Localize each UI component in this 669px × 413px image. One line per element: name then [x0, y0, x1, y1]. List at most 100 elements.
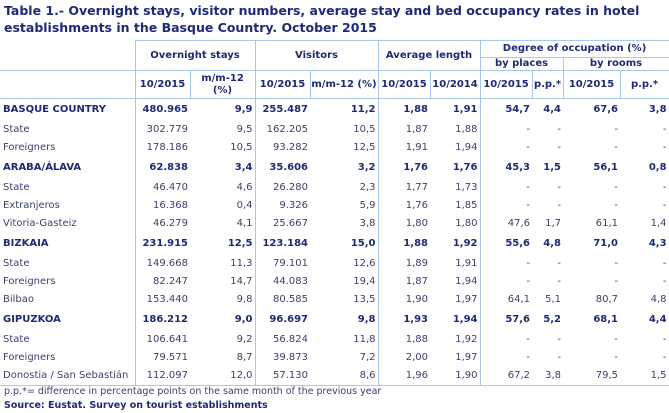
cell-value: -: [614, 182, 619, 193]
cell-value: 4,4: [543, 104, 562, 115]
cell-value: 80.585: [254, 291, 310, 309]
cell-value: 56.824: [254, 331, 310, 349]
column-header: m/m-12 (%): [189, 70, 256, 99]
cell-value: 9,9: [234, 104, 253, 115]
table-title: Table 1.- Overnight stays, visitor numbe…: [4, 3, 640, 35]
column-header: 10/2015: [562, 70, 621, 99]
cell-value: -: [620, 255, 669, 273]
cell-value: 5,1: [545, 294, 562, 305]
column-header: 10/2015: [479, 70, 533, 99]
table-row: GIPUZKOA 186.212 9,0 96.697 9,8 1,93 1,94 57,6 5…: [0, 309, 669, 331]
table-row: Bilbao 153.440 9,8 80.585 13,5 1,90 1,97 64,1 5,…: [0, 291, 669, 309]
cell-value: 1,76: [377, 197, 430, 215]
cell-value: 14,7: [230, 276, 253, 287]
cell-value: 54,7: [479, 98, 533, 121]
cell-value: 46.279: [134, 215, 190, 233]
cell-value: -: [614, 334, 619, 345]
cell-value: 162.205: [254, 121, 310, 139]
cell-value: 0,4: [236, 200, 253, 211]
cell-value: -: [620, 121, 669, 139]
header-visitors: Visitors: [254, 40, 379, 71]
cell-value: 4,1: [236, 218, 253, 229]
column-header: 10/2014: [429, 70, 481, 99]
cell-value: 1,87: [377, 273, 430, 291]
cell-value: 80,7: [595, 294, 619, 305]
cell-value: 106.641: [134, 331, 190, 349]
cell-value: 1,80: [455, 218, 478, 229]
cell-value: -: [479, 197, 533, 215]
cell-value: -: [614, 124, 619, 135]
cell-value: 12,5: [353, 142, 376, 153]
header-by-rooms: by rooms: [562, 57, 669, 71]
cell-value: 67,6: [593, 104, 619, 115]
cell-value: 1,91: [377, 139, 430, 157]
cell-value: 57.130: [254, 367, 310, 386]
cell-value: -: [557, 124, 562, 135]
cell-value: -: [479, 255, 533, 273]
cell-value: 45,3: [479, 157, 533, 179]
header-by-places: by places: [479, 57, 564, 71]
cell-value: 8,6: [310, 367, 378, 386]
cell-value: 1,88: [377, 233, 430, 255]
column-header: 10/2015: [254, 70, 311, 99]
table-row: BIZKAIA 231.915 12,5 123.184 15,0 1,88 1,92 55,…: [0, 233, 669, 255]
cell-value: -: [620, 349, 669, 367]
cell-value: 2,00: [377, 349, 430, 367]
cell-value: -: [557, 276, 562, 287]
table-row: Foreigners 82.247 14,7 44.083 19,4 1,87 1,94- -…: [0, 273, 669, 291]
source-note: Source: Eustat. Survey on tourist establ…: [4, 400, 268, 411]
cell-value: 10,5: [353, 124, 376, 135]
cell-value: 16.368: [134, 197, 190, 215]
cell-value: -: [479, 331, 533, 349]
cell-value: 55,6: [479, 233, 533, 255]
column-header: 10/2015: [377, 70, 431, 99]
cell-value: 9,0: [234, 314, 253, 325]
cell-value: 8,7: [236, 352, 253, 363]
cell-value: 19,4: [353, 276, 376, 287]
cell-value: 12,0: [190, 367, 255, 386]
cell-value: -: [479, 121, 533, 139]
table-row: Donostia / San Sebastián 112.097 12,0 57.13…: [0, 367, 669, 386]
cell-value: 4,8: [543, 238, 562, 249]
cell-value: 13,5: [353, 294, 376, 305]
footnote: p.p.*= difference in percentage points o…: [4, 386, 382, 397]
row-label: Foreigners: [3, 276, 56, 287]
cell-value: 1,7: [545, 218, 562, 229]
cell-value: 1,90: [430, 367, 481, 386]
cell-value: 12,6: [353, 258, 376, 269]
row-label: State: [3, 334, 30, 345]
cell-value: 1,93: [377, 309, 430, 331]
row-label: GIPUZKOA: [3, 314, 61, 325]
cell-value: 4,4: [620, 309, 669, 331]
cell-value: -: [479, 179, 533, 197]
cell-value: -: [614, 276, 619, 287]
cell-value: 153.440: [134, 291, 190, 309]
cell-value: -: [479, 139, 533, 157]
cell-value: 3,4: [234, 162, 253, 173]
cell-value: 11,2: [350, 104, 376, 115]
table-row: State 46.470 4,6 26.280 2,3 1,77 1,73- - - -: [0, 179, 669, 197]
cell-value: 480.965: [134, 98, 190, 121]
cell-value: 10,5: [230, 142, 253, 153]
cell-value: 68,1: [593, 314, 619, 325]
cell-value: 1,88: [377, 98, 430, 121]
cell-value: 1,94: [455, 142, 478, 153]
cell-value: 96.697: [254, 309, 310, 331]
row-label: Foreigners: [3, 352, 56, 363]
cell-value: 1,87: [377, 121, 430, 139]
cell-value: 26.280: [254, 179, 310, 197]
cell-value: 11,8: [353, 334, 376, 345]
cell-value: -: [557, 258, 562, 269]
cell-value: 1,88: [377, 331, 430, 349]
table-row: Foreigners 178.186 10,5 93.282 12,5 1,91 1,94-…: [0, 139, 669, 157]
cell-value: 35.606: [254, 157, 310, 179]
cell-value: 61,1: [595, 218, 619, 229]
cell-value: 302.779: [134, 121, 190, 139]
cell-value: -: [620, 273, 669, 291]
cell-value: 1,96: [377, 367, 430, 386]
cell-value: 79,5: [563, 367, 621, 386]
row-label: State: [3, 182, 30, 193]
cell-value: 255.487: [254, 98, 310, 121]
cell-value: 1,76: [377, 157, 430, 179]
cell-value: -: [557, 200, 562, 211]
